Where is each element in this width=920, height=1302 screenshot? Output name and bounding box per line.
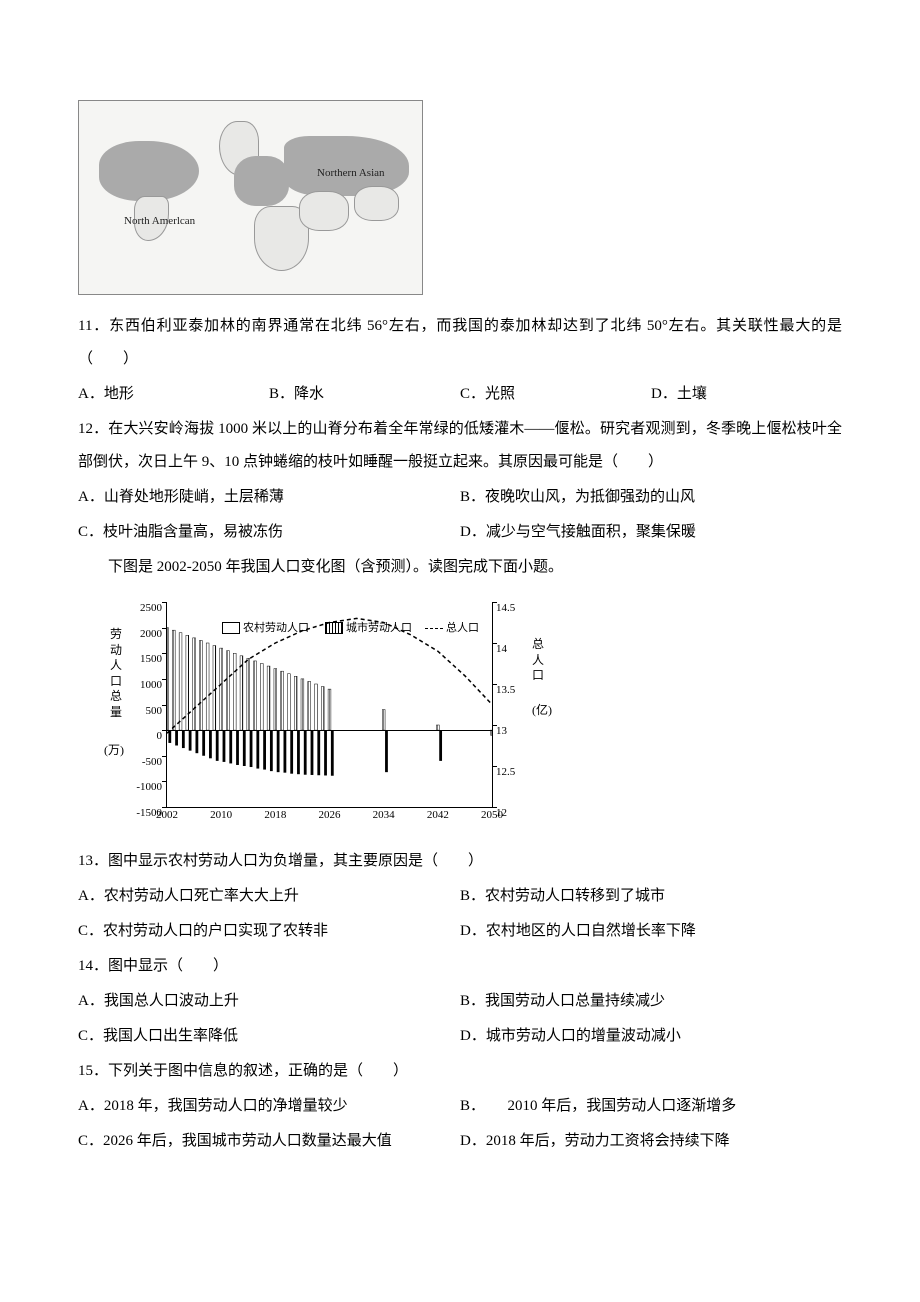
world-map: North Amerlcan Northern Asian [78, 100, 423, 295]
q12-opt-d: D．减少与空气接触面积，聚集保暖 [460, 516, 842, 549]
y-right-unit: (亿) [532, 697, 552, 723]
q13-options-2: C．农村劳动人口的户口实现了农转非 D．农村地区的人口自然增长率下降 [78, 915, 842, 948]
zero-line [166, 730, 493, 731]
q11-text: 11．东西伯利亚泰加林的南界通常在北纬 56°左右，而我国的泰加林却达到了北纬 … [78, 310, 842, 376]
y-left-label: 劳动人口总量 [108, 627, 124, 721]
ytick-left: 1500 [126, 647, 162, 671]
right-axis [492, 602, 493, 807]
ytick-left: -500 [126, 750, 162, 774]
ytick-right: 14 [496, 637, 528, 661]
ytick-left: 0 [126, 724, 162, 748]
q12-opt-a: A．山脊处地形陡峭，土层稀薄 [78, 481, 460, 514]
q14-options-1: A．我国总人口波动上升 B．我国劳动人口总量持续减少 [78, 985, 842, 1018]
map-label-na: North Amerlcan [124, 209, 195, 233]
q12-opt-c: C．枝叶油脂含量高，易被冻伤 [78, 516, 460, 549]
q12-text: 12．在大兴安岭海拔 1000 米以上的山脊分布着全年常绿的低矮灌木——偃松。研… [78, 413, 842, 479]
ytick-left: -1000 [126, 775, 162, 799]
q15-opt-c: C．2026 年后，我国城市劳动人口数量达最大值 [78, 1125, 460, 1158]
q15-opt-b: B． 2010 年后，我国劳动人口逐渐增多 [460, 1090, 842, 1123]
population-chart: 劳动人口总量 (万) 总人口 (亿) 农村劳动人口 城市劳动人口 总人口 -15… [108, 592, 548, 837]
q14-opt-c: C．我国人口出生率降低 [78, 1020, 460, 1053]
q14-opt-a: A．我国总人口波动上升 [78, 985, 460, 1018]
q12-options-1: A．山脊处地形陡峭，土层稀薄 B．夜晚吹山风，为抵御强劲的山风 [78, 481, 842, 514]
q14-opt-d: D．城市劳动人口的增量波动减小 [460, 1020, 842, 1053]
ytick-right: 13.5 [496, 678, 528, 702]
ytick-right: 12.5 [496, 760, 528, 784]
q11-opt-d: D．土壤 [651, 378, 842, 411]
q14-options-2: C．我国人口出生率降低 D．城市劳动人口的增量波动减小 [78, 1020, 842, 1053]
q11-opt-c: C．光照 [460, 378, 651, 411]
q13-opt-b: B．农村劳动人口转移到了城市 [460, 880, 842, 913]
ytick-left: 2500 [126, 596, 162, 620]
world-map-figure: North Amerlcan Northern Asian [78, 100, 842, 295]
q11-options: A．地形 B．降水 C．光照 D．土壤 [78, 378, 842, 411]
y-right-label: 总人口 [530, 637, 546, 684]
plot-area: 农村劳动人口 城市劳动人口 总人口 [167, 602, 492, 807]
q13-options-1: A．农村劳动人口死亡率大大上升 B．农村劳动人口转移到了城市 [78, 880, 842, 913]
y-left-unit: (万) [104, 737, 124, 763]
chart-intro: 下图是 2002-2050 年我国人口变化图（含预测）。读图完成下面小题。 [78, 551, 842, 584]
ytick-right: 14.5 [496, 596, 528, 620]
q12-options-2: C．枝叶油脂含量高，易被冻伤 D．减少与空气接触面积，聚集保暖 [78, 516, 842, 549]
q15-options-1: A．2018 年，我国劳动人口的净增量较少 B． 2010 年后，我国劳动人口逐… [78, 1090, 842, 1123]
q11-opt-a: A．地形 [78, 378, 269, 411]
q15-opt-a: A．2018 年，我国劳动人口的净增量较少 [78, 1090, 460, 1123]
q13-opt-c: C．农村劳动人口的户口实现了农转非 [78, 915, 460, 948]
q15-opt-d: D．2018 年后，劳动力工资将会持续下降 [460, 1125, 842, 1158]
q14-text: 14．图中显示（ ） [78, 950, 842, 983]
q13-text: 13．图中显示农村劳动人口为负增量，其主要原因是（ ） [78, 845, 842, 878]
map-label-asia: Northern Asian [317, 161, 385, 185]
q15-text: 15．下列关于图中信息的叙述，正确的是（ ） [78, 1055, 842, 1088]
q12-opt-b: B．夜晚吹山风，为抵御强劲的山风 [460, 481, 842, 514]
q14-opt-b: B．我国劳动人口总量持续减少 [460, 985, 842, 1018]
ytick-left: 1000 [126, 673, 162, 697]
q15-options-2: C．2026 年后，我国城市劳动人口数量达最大值 D．2018 年后，劳动力工资… [78, 1125, 842, 1158]
q13-opt-a: A．农村劳动人口死亡率大大上升 [78, 880, 460, 913]
q13-opt-d: D．农村地区的人口自然增长率下降 [460, 915, 842, 948]
ytick-right: 13 [496, 719, 528, 743]
ytick-left: 2000 [126, 622, 162, 646]
q11-opt-b: B．降水 [269, 378, 460, 411]
ytick-left: 500 [126, 699, 162, 723]
